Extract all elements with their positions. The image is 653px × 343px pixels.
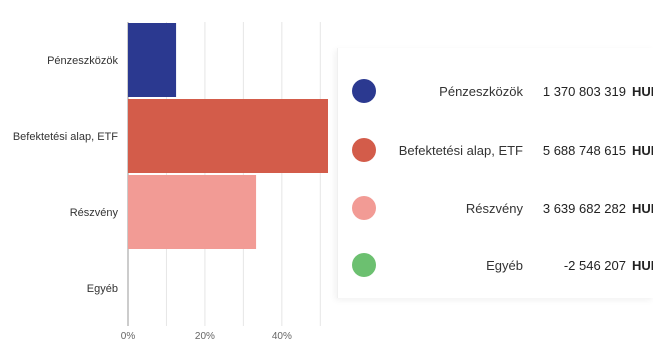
legend-item-penzeszkozok: Pénzeszközök 1 370 803 319HUF xyxy=(338,76,653,106)
legend-swatch-icon xyxy=(352,138,376,162)
bar xyxy=(128,23,177,97)
category-label: Egyéb xyxy=(87,283,118,295)
bar xyxy=(128,175,257,249)
bars xyxy=(128,23,328,249)
x-tick-label: 40% xyxy=(272,331,292,342)
x-tick-label: 0% xyxy=(121,331,136,342)
legend-swatch-icon xyxy=(352,253,376,277)
category-label: Pénzeszközök xyxy=(47,55,118,67)
x-tick-labels: 0% 20% 40% xyxy=(121,331,292,342)
category-label: Befektetési alap, ETF xyxy=(13,131,118,143)
legend-item-name: Befektetési alap, ETF xyxy=(398,142,523,158)
legend-item-befektetesi-alap: Befektetési alap, ETF 5 688 748 615HUF xyxy=(338,135,653,165)
legend-item-value: 1 370 803 319HUF xyxy=(542,83,653,99)
legend-swatch-icon xyxy=(352,196,376,220)
x-tick-label: 20% xyxy=(195,331,215,342)
legend-item-reszveny: Részvény 3 639 682 282HUF xyxy=(338,193,653,223)
legend-item-value: 3 639 682 282HUF xyxy=(542,200,653,216)
legend-item-egyeb: Egyéb -2 546 207HUF xyxy=(338,250,653,280)
legend-item-name: Részvény xyxy=(465,200,523,216)
category-labels: Pénzeszközök Befektetési alap, ETF Részvén… xyxy=(13,55,119,295)
category-label: Részvény xyxy=(70,207,119,219)
legend-item-name: Pénzeszközök xyxy=(439,83,523,99)
legend-swatch-icon xyxy=(352,79,376,103)
legend-item-value: 5 688 748 615HUF xyxy=(542,142,653,158)
legend-item-name: Egyéb xyxy=(486,257,523,273)
legend-panel: Pénzeszközök 1 370 803 319HUF Befektetés… xyxy=(337,48,653,298)
legend-item-value: -2 546 207HUF xyxy=(563,257,653,273)
bar xyxy=(128,99,328,173)
